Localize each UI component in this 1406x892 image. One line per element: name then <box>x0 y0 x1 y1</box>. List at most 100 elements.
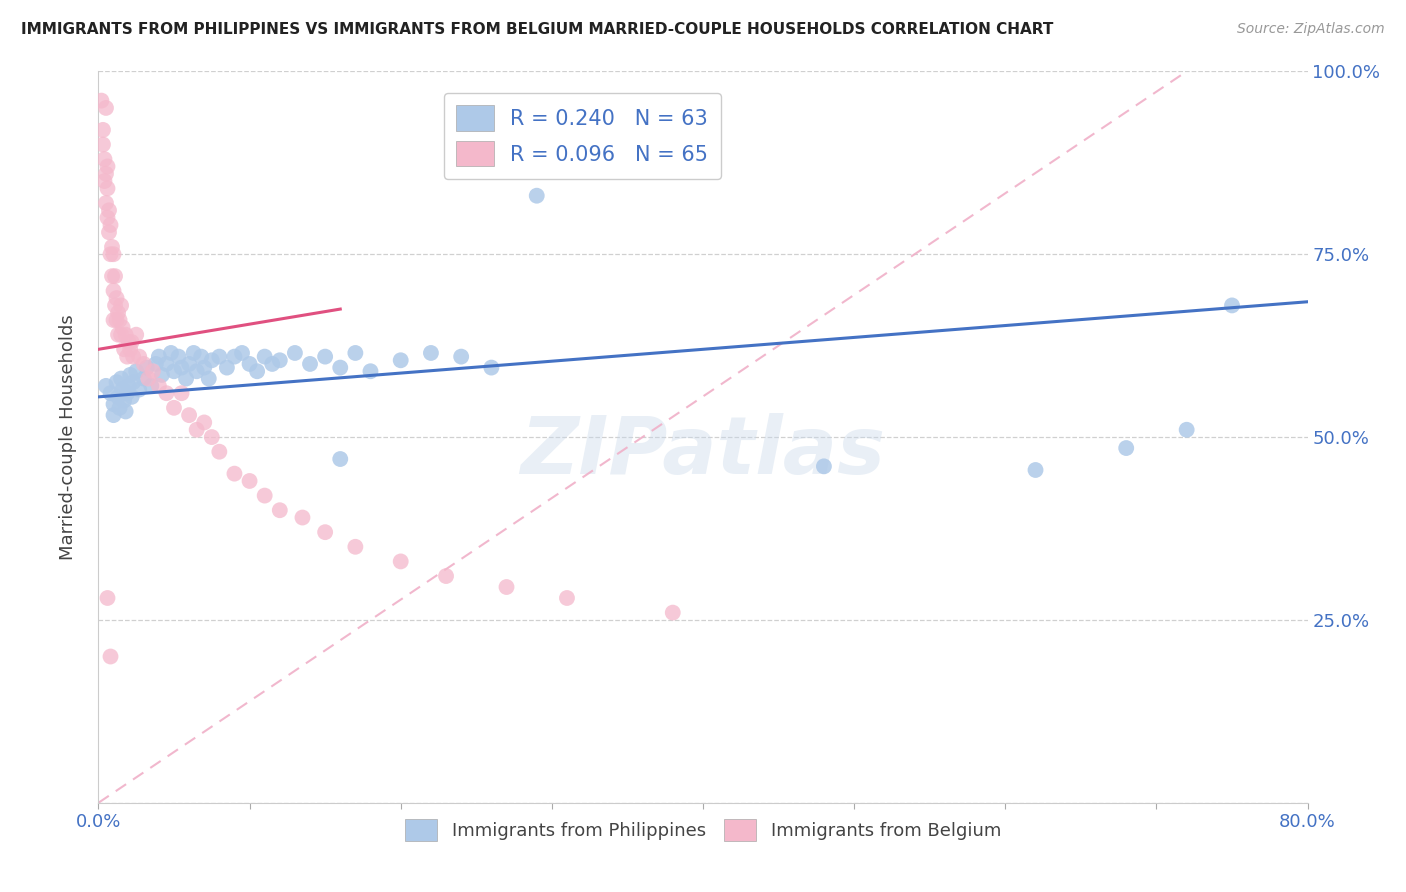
Point <box>148 350 170 364</box>
Point <box>253 489 276 503</box>
Point <box>142 364 165 378</box>
Point <box>100 218 122 232</box>
Point <box>112 393 135 408</box>
Point <box>96 160 118 174</box>
Point <box>145 357 167 371</box>
Point <box>132 371 155 385</box>
Text: ZIPatlas: ZIPatlas <box>520 413 886 491</box>
Point <box>193 360 215 375</box>
Point <box>314 350 336 364</box>
Point <box>93 174 115 188</box>
Point <box>179 357 201 371</box>
Point <box>1115 441 1137 455</box>
Point <box>208 444 231 458</box>
Point <box>118 379 141 393</box>
Point <box>526 188 548 202</box>
Point <box>135 360 157 375</box>
Point <box>420 346 443 360</box>
Text: Source: ZipAtlas.com: Source: ZipAtlas.com <box>1237 22 1385 37</box>
Point <box>96 181 118 195</box>
Point <box>813 459 835 474</box>
Point <box>101 269 124 284</box>
Point <box>661 606 683 620</box>
Y-axis label: Married-couple Households: Married-couple Households <box>59 314 77 560</box>
Point <box>121 390 143 404</box>
Point <box>163 364 186 378</box>
Point <box>110 327 132 342</box>
Point <box>94 379 117 393</box>
Point <box>291 510 314 524</box>
Point <box>90 94 112 108</box>
Point <box>224 350 246 364</box>
Point <box>94 101 117 115</box>
Point <box>96 211 118 225</box>
Point <box>108 313 131 327</box>
Point <box>96 591 118 605</box>
Point <box>197 371 219 385</box>
Point <box>110 298 132 312</box>
Point <box>115 350 138 364</box>
Point <box>125 327 148 342</box>
Point <box>186 423 208 437</box>
Point <box>103 247 125 261</box>
Point <box>208 350 231 364</box>
Point <box>100 247 122 261</box>
Point <box>101 240 124 254</box>
Point <box>167 350 190 364</box>
Point <box>246 364 269 378</box>
Point <box>122 350 145 364</box>
Point <box>110 371 132 385</box>
Point <box>107 327 129 342</box>
Point <box>105 291 128 305</box>
Point <box>103 313 125 327</box>
Point <box>360 364 382 378</box>
Point <box>481 360 503 375</box>
Point <box>179 408 201 422</box>
Point <box>299 357 322 371</box>
Point <box>118 334 141 349</box>
Point <box>1220 298 1243 312</box>
Point <box>155 357 177 371</box>
Point <box>344 540 367 554</box>
Point <box>104 269 127 284</box>
Point <box>262 357 284 371</box>
Point <box>201 353 224 368</box>
Point <box>434 569 457 583</box>
Point <box>120 368 142 382</box>
Point <box>555 591 578 605</box>
Point <box>224 467 246 481</box>
Point <box>111 320 134 334</box>
Point <box>112 343 135 357</box>
Point <box>94 167 117 181</box>
Point <box>329 360 352 375</box>
Point <box>136 371 159 385</box>
Point <box>450 350 472 364</box>
Point <box>160 346 183 360</box>
Point <box>125 364 148 378</box>
Point <box>107 390 129 404</box>
Point <box>150 368 173 382</box>
Point <box>114 404 136 418</box>
Point <box>186 364 208 378</box>
Point <box>314 525 336 540</box>
Point <box>201 430 224 444</box>
Point <box>148 379 170 393</box>
Point <box>100 649 122 664</box>
Point <box>98 203 121 218</box>
Point <box>103 284 125 298</box>
Point <box>94 196 117 211</box>
Point <box>193 416 215 430</box>
Point <box>103 397 125 411</box>
Point <box>104 298 127 312</box>
Point <box>105 313 128 327</box>
Point <box>239 474 262 488</box>
Legend: Immigrants from Philippines, Immigrants from Belgium: Immigrants from Philippines, Immigrants … <box>398 812 1008 848</box>
Point <box>91 123 114 137</box>
Point <box>141 379 163 393</box>
Point <box>215 360 238 375</box>
Point <box>108 401 131 415</box>
Point <box>114 327 136 342</box>
Point <box>174 371 197 385</box>
Point <box>239 357 262 371</box>
Point <box>1024 463 1046 477</box>
